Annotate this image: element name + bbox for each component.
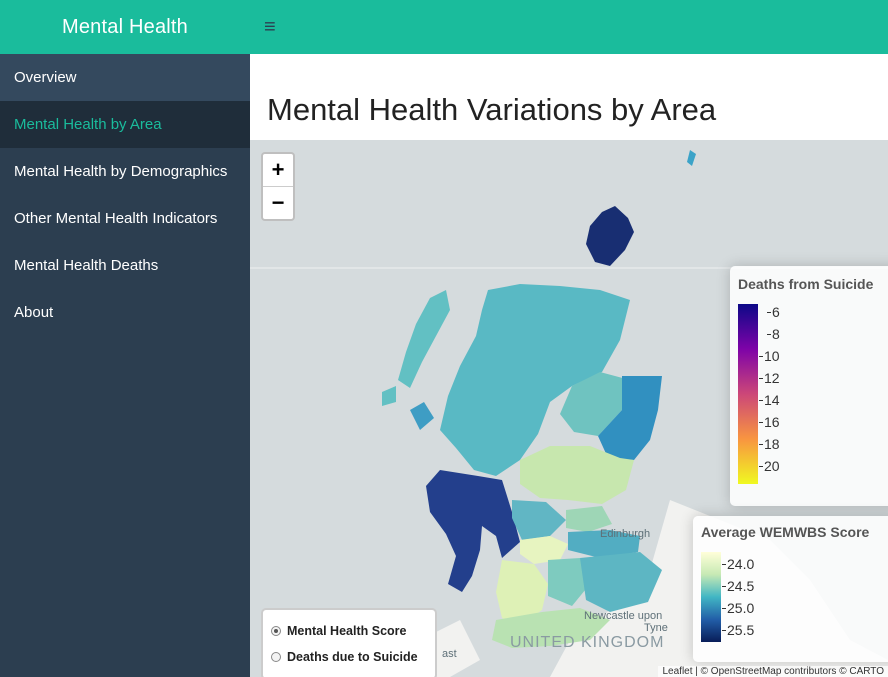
sidebar-item-label: Mental Health by Area <box>14 116 162 133</box>
city-label-newcastle-2: Tyne <box>644 622 668 634</box>
sidebar-item-label: Mental Health Deaths <box>14 257 159 274</box>
city-label-edinburgh: Edinburgh <box>600 528 651 540</box>
map-attribution: Leaflet | © OpenStreetMap contributors ©… <box>658 666 888 677</box>
country-label: UNITED KINGDOM <box>510 634 665 651</box>
region-orkney[interactable] <box>586 206 634 266</box>
legend-color-ramp <box>738 304 758 484</box>
sidebar-item-mental-health-by-area[interactable]: Mental Health by Area <box>0 101 250 148</box>
region-highland[interactable] <box>440 284 630 476</box>
sidebar-item-overview[interactable]: Overview <box>0 54 250 101</box>
radio-button[interactable] <box>271 652 281 662</box>
region-aberdeenshire[interactable] <box>598 376 662 460</box>
layer-option-deaths-due-to-suicide[interactable]: Deaths due to Suicide <box>271 644 435 670</box>
region-perth-kinross[interactable] <box>520 446 634 504</box>
layer-option-label: Deaths due to Suicide <box>287 650 418 664</box>
sidebar-item-label: Other Mental Health Indicators <box>14 210 218 227</box>
region-western-isles-south[interactable] <box>382 386 396 406</box>
legend-tick: 12 <box>759 370 780 386</box>
layer-option-label: Mental Health Score <box>287 624 407 638</box>
sidebar-item-other-indicators[interactable]: Other Mental Health Indicators <box>0 195 250 242</box>
city-label-newcastle: Newcastle upon <box>584 610 663 622</box>
legend-title: Average WEMWBS Score <box>701 524 870 540</box>
zoom-in-button[interactable]: + <box>271 157 285 182</box>
sidebar-item-label: About <box>14 304 54 321</box>
hamburger-icon[interactable]: ≡ <box>264 15 276 38</box>
app-brand: Mental Health <box>62 15 188 38</box>
region-stirling[interactable] <box>512 500 566 540</box>
sidebar-item-mental-health-deaths[interactable]: Mental Health Deaths <box>0 242 250 289</box>
legend-average-wemwbs-score: Average WEMWBS Score 24.0 24.5 25.0 25.5 <box>693 516 888 662</box>
region-glasgow[interactable] <box>520 536 568 564</box>
page-title: Mental Health Variations by Area <box>267 92 717 127</box>
legend-tick: 24.5 <box>721 578 755 594</box>
app-header: Mental Health ≡ <box>0 0 888 54</box>
region-fife[interactable] <box>566 506 612 532</box>
region-ayrshire[interactable] <box>496 560 548 626</box>
sidebar-item-label: Overview <box>14 69 77 86</box>
legend-title: Deaths from Suicide <box>738 276 874 292</box>
region-lothians[interactable] <box>568 530 640 558</box>
layer-control: Mental Health Score Deaths due to Suicid… <box>261 608 437 677</box>
legend-tick: 24.0 <box>721 556 755 572</box>
legend-tick: 25.0 <box>721 600 755 616</box>
radio-button[interactable] <box>271 626 281 636</box>
region-dumfries-galloway[interactable] <box>492 608 610 648</box>
region-argyll-bute[interactable] <box>426 470 520 592</box>
region-skye[interactable] <box>410 402 434 430</box>
legend-deaths-from-suicide: Deaths from Suicide 6 8 10 12 14 16 18 2… <box>730 266 888 506</box>
legend-tick: 14 <box>759 392 780 408</box>
region-shetland[interactable] <box>687 150 696 166</box>
city-label-fragment: ast <box>442 648 457 660</box>
legend-color-ramp <box>701 552 721 642</box>
sidebar-item-about[interactable]: About <box>0 289 250 336</box>
legend-tick: 20 <box>759 458 780 474</box>
region-moray[interactable] <box>560 372 630 436</box>
legend-tick: 10 <box>759 348 780 364</box>
legend-tick: 25.5 <box>721 622 755 638</box>
region-western-isles[interactable] <box>398 290 450 388</box>
region-lanarkshire[interactable] <box>548 558 590 606</box>
zoom-out-button[interactable]: − <box>263 186 293 219</box>
legend-tick: 18 <box>759 436 780 452</box>
zoom-control: + − <box>261 152 295 221</box>
sidebar-item-label: Mental Health by Demographics <box>14 163 228 180</box>
legend-tick: 8 <box>767 326 780 342</box>
main-content: Mental Health Variations by Area <box>250 54 888 677</box>
sidebar: Overview Mental Health by Area Mental He… <box>0 54 250 677</box>
sidebar-item-mental-health-by-demographics[interactable]: Mental Health by Demographics <box>0 148 250 195</box>
legend-tick: 16 <box>759 414 780 430</box>
legend-tick: 6 <box>767 304 780 320</box>
layer-option-mental-health-score[interactable]: Mental Health Score <box>271 618 435 644</box>
region-borders[interactable] <box>580 552 662 612</box>
choropleth-map[interactable]: + − UNITED KINGDOM Edinburgh Newcastle u… <box>250 140 888 677</box>
